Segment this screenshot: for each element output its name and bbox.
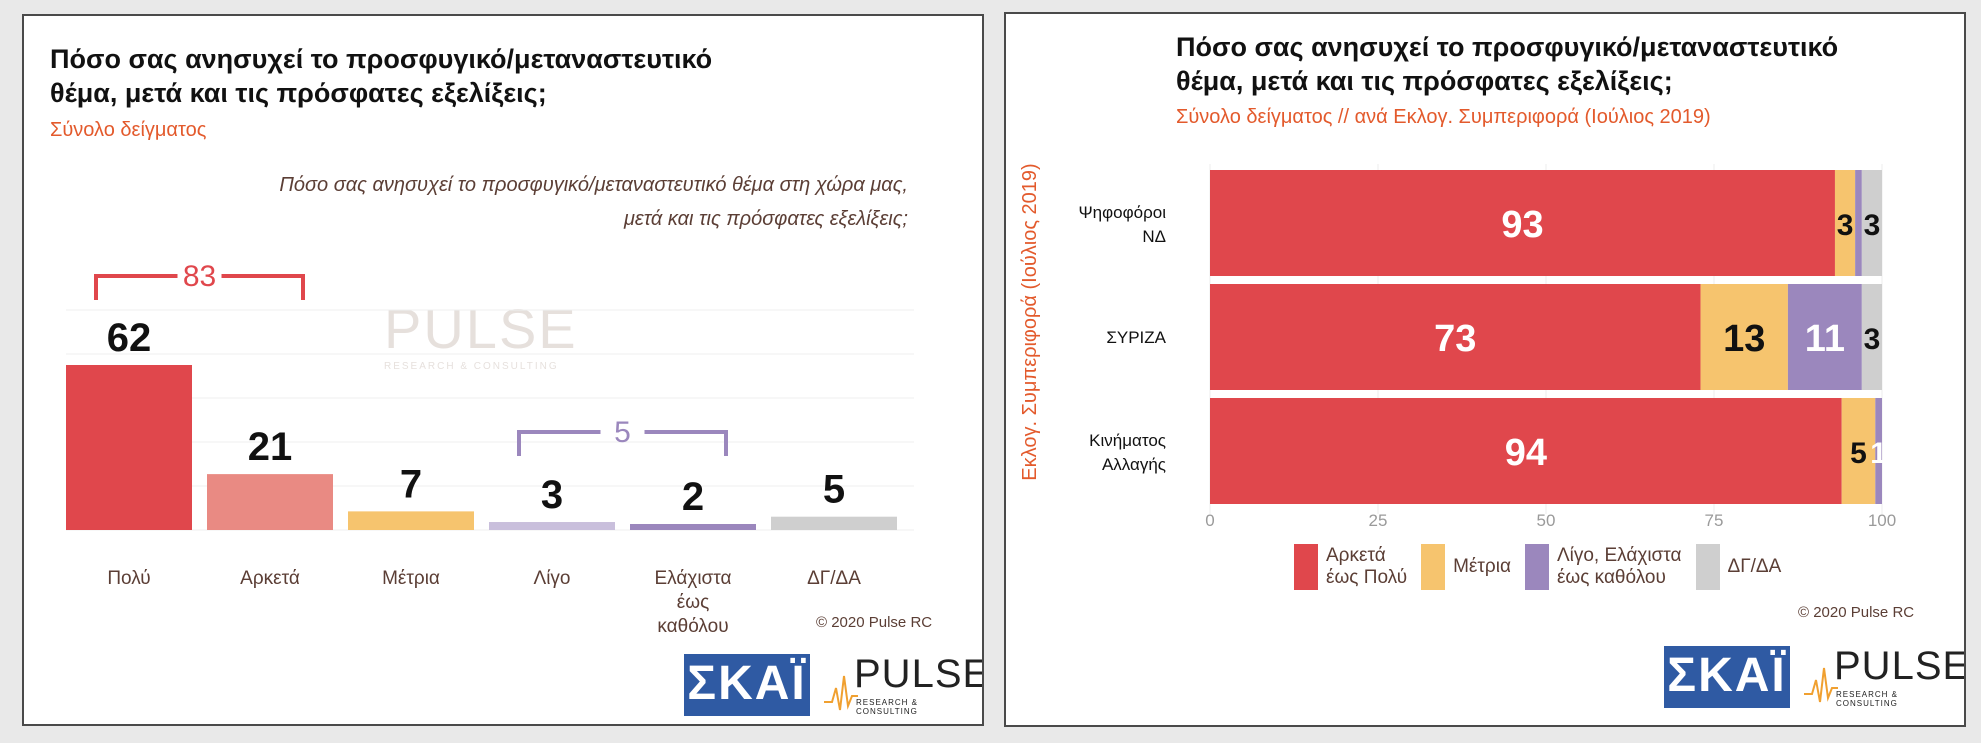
stack-segment [1861,170,1882,276]
segment-value-label: 94 [1505,432,1547,474]
right-chart-panel: Πόσο σας ανησυχεί το προσφυγικό/μεταναστ… [1004,12,1966,727]
row-label: Αλλαγής [1102,455,1166,474]
stack-segment [1210,170,1835,276]
left-chart-subtitle: Σύνολο δείγματος [50,119,207,141]
stack-segment [1834,170,1856,276]
bracket-label: 83 [183,260,216,293]
row-label: Κινήματος [1089,431,1166,450]
legend-item: Αρκετά έως Πολύ [1294,544,1407,590]
bar-value-label: 2 [682,475,704,519]
bar-value-label: 3 [541,473,563,517]
left-watermark-sub: RESEARCH & CONSULTING [384,361,559,372]
right-chart-subtitle: Σύνολο δείγματος // ανά Εκλογ. Συμπεριφο… [1176,106,1711,128]
segment-value-label: 11 [1805,318,1845,360]
bar-5 [771,516,897,530]
y-axis-title: Εκλογ. Συμπεριφορά (Ιούλιος 2019) [1019,163,1041,480]
row-label: ΣΥΡΙΖΑ [1106,328,1166,347]
left-chart-title: Πόσο σας ανησυχεί το προσφυγικό/μεταναστ… [50,42,712,110]
stack-segment [1841,398,1876,504]
left-chart-panel: Πόσο σας ανησυχεί το προσφυγικό/μεταναστ… [22,14,984,726]
legend-label: Λίγο, Ελάχιστα έως καθόλου [1556,545,1682,588]
x-tick-label: 0 [1205,511,1214,530]
category-label: Πολύ [107,568,150,589]
bar-1 [207,474,333,530]
segment-value-label: 3 [1837,209,1854,242]
legend-swatch [1524,544,1549,590]
segment-value-label: 3 [1864,209,1881,242]
category-label: ΔΓ/ΔΑ [807,568,861,589]
category-label: Ελάχιστα [654,568,731,589]
pulse-wave-icon [824,675,858,711]
left-bar-chart: 62 Πολύ 21 Αρκετά 7 Μέτρια 3 Λίγο 2 Ελάχιστα έως κα… [66,260,914,637]
bar-value-label: 7 [400,462,422,506]
left-title-line1: Πόσο σας ανησυχεί το προσφυγικό/μεταναστ… [50,44,713,74]
stack-segment [1210,398,1842,504]
legend-label: Μέτρια [1453,556,1511,577]
pulse-logo-sub-right: RESEARCH & CONSULTING [1836,690,1899,708]
legend-item: Λίγο, Ελάχιστα έως καθόλου [1524,544,1682,590]
legend-swatch [1695,544,1720,590]
right-title-line1: Πόσο σας ανησυχεί το προσφυγικό/μεταναστ… [1176,32,1839,62]
legend-swatch [1294,544,1318,590]
bar-value-label: 62 [107,316,152,360]
left-title-line2: θέμα, μετά και τις πρόσφατες εξελίξεις; [50,78,547,108]
bar-value-label: 21 [248,425,293,469]
right-chart-title: Πόσο σας ανησυχεί το προσφυγικό/μεταναστ… [1176,30,1838,98]
segment-value-label: 1 [1870,437,1887,470]
segment-value-label: 13 [1723,318,1765,360]
x-tick-label: 75 [1705,511,1724,530]
row-label: ΝΔ [1142,227,1166,246]
right-chart-legend: Αρκετά έως Πολύ Μέτρια Λίγο, Ελάχιστα έως … [1294,544,1795,590]
question-line2: μετά και τις πρόσφατες εξελίξεις; [623,208,908,230]
category-label: έως [677,592,709,613]
left-watermark-logo: PULSE RESEARCH & CONSULTING [384,296,578,372]
segment-value-label: 73 [1434,318,1476,360]
bar-3 [489,522,615,530]
bar-value-label: 5 [823,468,845,512]
segment-value-label: 93 [1501,204,1543,246]
category-label: καθόλου [657,616,728,637]
x-tick-label: 50 [1537,511,1556,530]
legend-label: ΔΓ/ΔΑ [1727,556,1782,577]
category-label: Λίγο [534,568,571,589]
bracket-label: 5 [614,416,631,449]
pulse-logo-word: PULSE [854,652,984,696]
segment-value-label: 5 [1850,437,1867,470]
stack-segment [1700,284,1788,390]
pulse-logo: PULSE RESEARCH & CONSULTING [824,652,982,716]
stack-segment [1875,398,1882,504]
segment-value-label: 3 [1864,323,1881,356]
bar-2 [348,511,474,530]
skai-logo-right: ΣΚΑΪ [1664,646,1790,708]
legend-swatch [1421,544,1446,590]
legend-item: ΔΓ/ΔΑ [1695,544,1782,590]
stack-segment [1855,170,1862,276]
question-text: Πόσο σας ανησυχεί το προσφυγικό/μεταναστ… [279,168,908,236]
right-title-line2: θέμα, μετά και τις πρόσφατες εξελίξεις; [1176,66,1673,96]
pulse-logo-sub: RESEARCH & CONSULTING [856,698,919,716]
pulse-logo-right: PULSE RESEARCH & CONSULTING [1804,644,1964,708]
right-copyright: © 2020 Pulse RC [1798,604,1915,621]
stack-segment [1210,284,1701,390]
stack-segment [1787,284,1862,390]
x-tick-label: 25 [1369,511,1388,530]
x-tick-label: 100 [1868,511,1896,530]
question-line1: Πόσο σας ανησυχεί το προσφυγικό/μεταναστ… [279,174,908,196]
legend-item: Μέτρια [1421,544,1511,590]
pulse-logo-word-right: PULSE [1834,644,1966,688]
row-label: Ψηφοφόροι [1078,203,1166,222]
y-axis-title-text: Εκλογ. Συμπεριφορά (Ιούλιος 2019) [1019,163,1041,480]
stack-segment [1861,284,1882,390]
left-watermark-word: PULSE [384,297,578,360]
legend-label: Αρκετά έως Πολύ [1326,545,1408,588]
bar-4 [630,524,756,530]
category-label: Μέτρια [382,568,440,589]
pulse-wave-icon-right [1804,667,1838,703]
category-label: Αρκετά [240,568,300,589]
skai-logo: ΣΚΑΪ [684,654,810,716]
left-copyright: © 2020 Pulse RC [816,614,933,631]
bar-0 [66,365,192,530]
